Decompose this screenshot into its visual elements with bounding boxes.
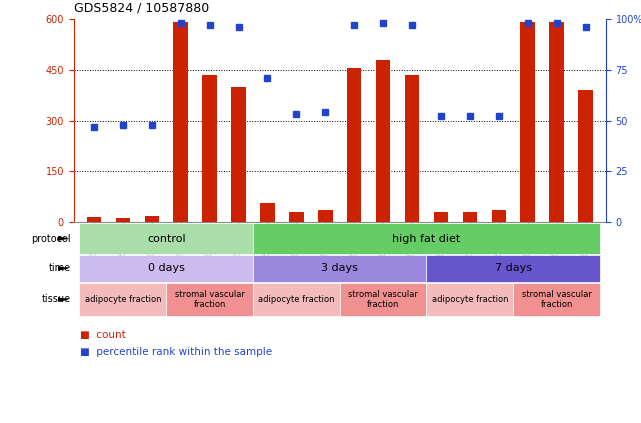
Text: 7 days: 7 days (495, 264, 532, 273)
Polygon shape (58, 236, 69, 241)
Polygon shape (58, 266, 69, 271)
Bar (376, 60, 390, 222)
Bar (520, 22, 535, 222)
Bar (404, 75, 419, 222)
Text: high fat diet: high fat diet (392, 233, 461, 244)
Text: adipocyte fraction: adipocyte fraction (431, 295, 508, 304)
Text: stromal vascular
fraction: stromal vascular fraction (175, 290, 245, 309)
Text: 3 days: 3 days (321, 264, 358, 273)
Text: ■  count: ■ count (80, 330, 126, 340)
Text: stromal vascular
fraction: stromal vascular fraction (348, 290, 418, 309)
Bar (174, 22, 188, 222)
Text: GDS5824 / 10587880: GDS5824 / 10587880 (74, 2, 209, 15)
Bar (231, 87, 246, 222)
Text: ■  percentile rank within the sample: ■ percentile rank within the sample (80, 347, 272, 357)
Polygon shape (58, 297, 69, 302)
Text: adipocyte fraction: adipocyte fraction (85, 295, 161, 304)
Text: 0 days: 0 days (148, 264, 185, 273)
Bar (578, 90, 593, 222)
Bar (260, 203, 275, 222)
Bar (463, 212, 477, 222)
Bar (549, 22, 564, 222)
Text: stromal vascular
fraction: stromal vascular fraction (522, 290, 592, 309)
Text: protocol: protocol (31, 233, 71, 244)
Text: time: time (48, 264, 71, 273)
Bar (203, 75, 217, 222)
Bar (87, 217, 101, 222)
Bar (347, 68, 362, 222)
Bar (492, 210, 506, 222)
Bar (434, 212, 448, 222)
Text: tissue: tissue (42, 294, 71, 305)
Bar (318, 210, 333, 222)
Bar (115, 218, 130, 222)
Text: control: control (147, 233, 185, 244)
Bar (145, 216, 159, 222)
Text: adipocyte fraction: adipocyte fraction (258, 295, 335, 304)
Bar (289, 212, 304, 222)
